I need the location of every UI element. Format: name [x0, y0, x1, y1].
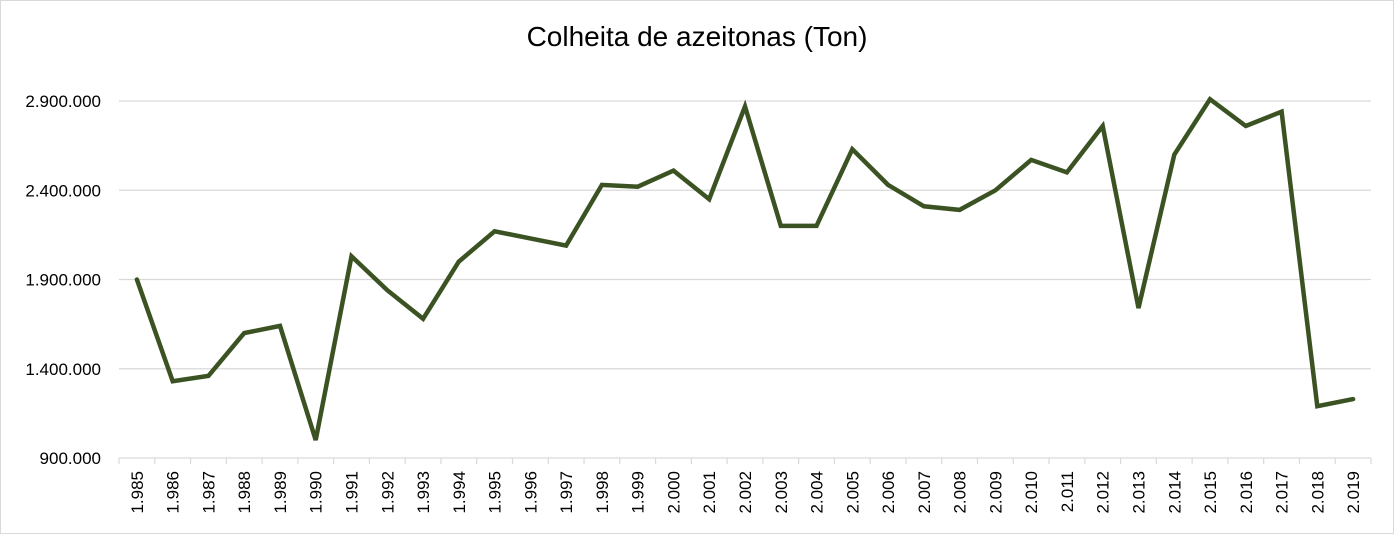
x-tick-label: 1.989 — [271, 471, 290, 514]
x-tick-label: 1.996 — [521, 471, 540, 514]
x-tick-label: 2.005 — [843, 471, 862, 514]
x-tick-label: 2.000 — [664, 471, 683, 514]
x-tick-label: 1.997 — [557, 471, 576, 514]
x-tick-label: 2.002 — [736, 471, 755, 514]
y-tick-label: 900.000 — [40, 449, 101, 468]
y-tick-label: 2.900.000 — [25, 92, 101, 111]
x-tick-label: 2.006 — [879, 471, 898, 514]
x-tick-label: 1.988 — [235, 471, 254, 514]
x-tick-label: 1.999 — [629, 471, 648, 514]
x-tick-label: 1.993 — [414, 471, 433, 514]
x-tick-label: 2.014 — [1165, 471, 1184, 514]
x-tick-label: 2.018 — [1308, 471, 1327, 514]
x-tick-label: 2.007 — [915, 471, 934, 514]
x-tick-label: 2.015 — [1201, 471, 1220, 514]
x-tick-label: 2.019 — [1344, 471, 1363, 514]
x-tick-label: 2.008 — [951, 471, 970, 514]
x-tick-label: 2.001 — [700, 471, 719, 514]
y-tick-label: 2.400.000 — [25, 181, 101, 200]
x-tick-label: 2.012 — [1094, 471, 1113, 514]
x-tick-label: 1.991 — [343, 471, 362, 514]
x-tick-label: 2.011 — [1058, 471, 1077, 512]
chart-title: Colheita de azeitonas (Ton) — [526, 21, 868, 52]
x-tick-label: 1.992 — [378, 471, 397, 514]
series-line — [134, 95, 1356, 441]
x-tick-label: 2.013 — [1129, 471, 1148, 514]
x-tick-label: 1.998 — [593, 471, 612, 514]
y-tick-label: 1.400.000 — [25, 360, 101, 379]
x-tick-label: 2.003 — [772, 471, 791, 514]
x-tick-label: 1.986 — [164, 471, 183, 514]
y-tick-label: 1.900.000 — [25, 271, 101, 290]
x-tick-label: 1.987 — [199, 471, 218, 514]
x-tick-label: 1.994 — [450, 471, 469, 514]
x-tick-label: 2.009 — [986, 471, 1005, 514]
x-tick-label: 2.004 — [808, 471, 827, 514]
x-tick-label: 2.017 — [1273, 471, 1292, 514]
x-tick-label: 2.010 — [1022, 471, 1041, 514]
x-tick-label: 1.985 — [128, 471, 147, 514]
x-tick-label: 1.995 — [486, 471, 505, 514]
x-tick-label: 2.016 — [1237, 471, 1256, 514]
x-tick-label: 1.990 — [307, 471, 326, 514]
